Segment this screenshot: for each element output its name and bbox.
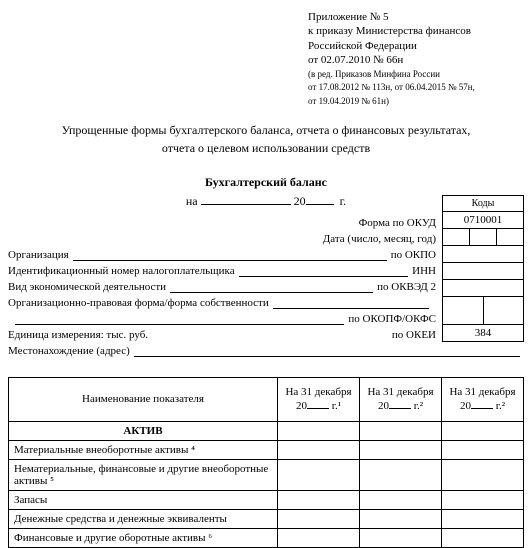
label-form: Организационно-правовая форма/форма собс… — [8, 297, 269, 309]
table-row: АКТИВ — [9, 421, 524, 440]
date-prefix: на — [186, 194, 198, 208]
header-amend-line: (в ред. Приказов Минфина России — [308, 69, 524, 80]
codes-okei-value: 384 — [442, 325, 524, 342]
form-line2 — [15, 313, 345, 325]
table-row: Финансовые и другие оборотные активы ⁶ — [9, 528, 524, 547]
codes-title: Коды — [442, 195, 524, 212]
header-line: Приложение № 5 — [308, 10, 524, 24]
codes-inn-cell — [442, 263, 524, 280]
table-row: Материальные внеоборотные активы ⁴ — [9, 440, 524, 459]
spacer — [152, 329, 388, 341]
label-activity: Вид экономической деятельности — [8, 281, 166, 293]
col-name-header: Наименование показателя — [9, 377, 278, 421]
balance-table: Наименование показателя На 31 декабря 20… — [8, 377, 524, 548]
label-okei: по ОКЕИ — [392, 329, 436, 341]
header-line: от 02.07.2010 № 66н — [308, 53, 524, 67]
col-year-3: На 31 декабря 20 г.² — [442, 377, 524, 421]
header-line: к приказу Министерства финансов — [308, 24, 524, 38]
col-year-2: На 31 декабря 20 г.² — [360, 377, 442, 421]
date-year-prefix: 20 — [294, 194, 306, 208]
document-title: Упрощенные формы бухгалтерского баланса,… — [8, 121, 524, 157]
address-line — [134, 345, 520, 357]
title-line: отчета о целевом использовании средств — [8, 139, 524, 157]
date-blank — [201, 204, 291, 205]
label-okud: Форма по ОКУД — [359, 217, 436, 229]
label-inn: Идентификационный номер налогоплательщик… — [8, 265, 235, 277]
label-unit: Единица измерения: тыс. руб. — [8, 329, 148, 341]
header-attachment: Приложение № 5 к приказу Министерства фи… — [308, 10, 524, 107]
header-amend-line: от 17.08.2012 № 113н, от 06.04.2015 № 57… — [308, 82, 524, 93]
label-address: Местонахождение (адрес) — [8, 345, 130, 357]
label-okpo: по ОКПО — [391, 249, 436, 261]
table-body: АКТИВ Материальные внеоборотные активы ⁴… — [9, 421, 524, 547]
activity-line — [170, 281, 373, 293]
section-asset: АКТИВ — [9, 421, 278, 440]
label-okved: по ОКВЭД 2 — [377, 281, 436, 293]
col-year-1: На 31 декабря 20 г.¹ — [278, 377, 360, 421]
table-row: Денежные средства и денежные эквиваленты — [9, 509, 524, 528]
label-okopf: по ОКОПФ/ОКФС — [348, 313, 436, 325]
codes-box: Коды 0710001 384 — [442, 195, 524, 342]
balance-subtitle: Бухгалтерский баланс — [8, 175, 524, 190]
label-org: Организация — [8, 249, 69, 261]
label-date: Дата (число, месяц, год) — [323, 233, 436, 245]
table-row: Нематериальные, финансовые и другие внео… — [9, 459, 524, 490]
title-line: Упрощенные формы бухгалтерского баланса,… — [8, 121, 524, 139]
info-zone: Коды 0710001 384 Форма по ОКУД Дата (чис… — [8, 217, 524, 357]
codes-okud-value: 0710001 — [442, 212, 524, 229]
table-row: Запасы — [9, 490, 524, 509]
form-line — [273, 297, 430, 309]
codes-okopf-cells — [442, 297, 524, 325]
label-inn-right: ИНН — [412, 265, 436, 277]
date-suffix: г. — [340, 194, 347, 208]
label-blank — [433, 297, 436, 309]
org-line — [73, 249, 387, 261]
date-year-blank — [306, 204, 334, 205]
label-blank2 — [8, 313, 11, 325]
header-line: Российской Федерации — [308, 39, 524, 53]
header-amend-line: от 19.04.2019 № 61н) — [308, 96, 524, 107]
inn-line — [239, 265, 409, 277]
codes-date-cells — [442, 229, 524, 246]
codes-okpo-cell — [442, 246, 524, 263]
codes-okved-cell — [442, 280, 524, 297]
